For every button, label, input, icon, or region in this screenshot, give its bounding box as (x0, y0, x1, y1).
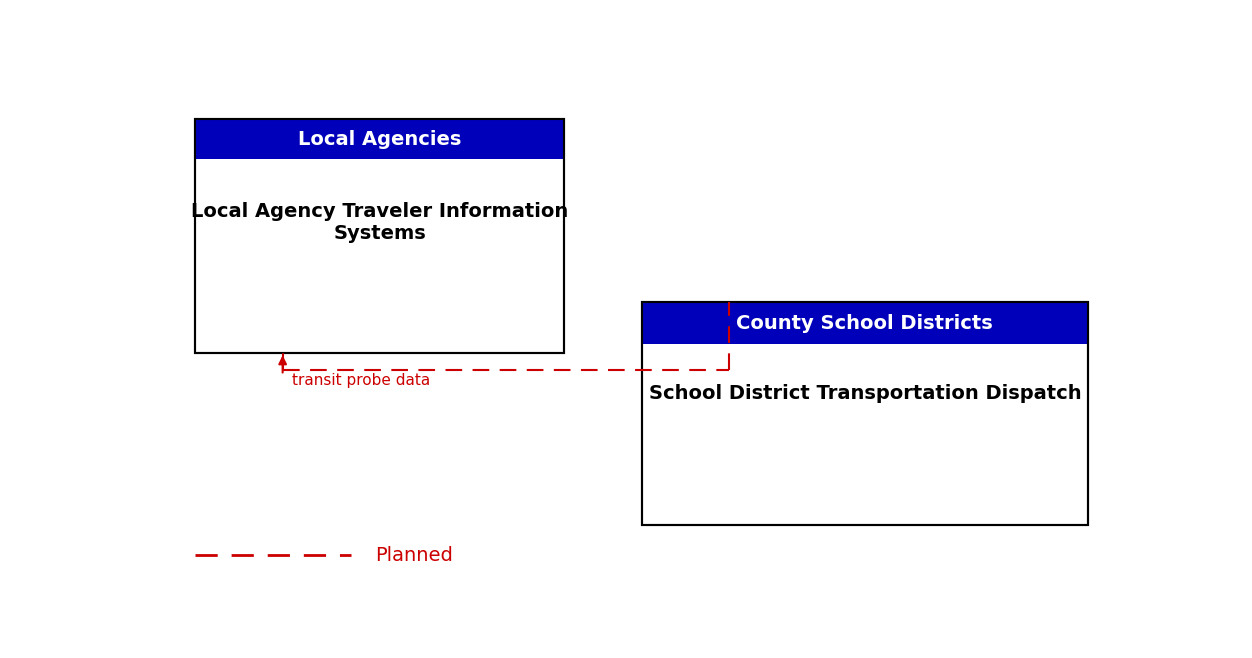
Text: Planned: Planned (374, 545, 453, 565)
Text: transit probe data: transit probe data (292, 373, 431, 388)
Bar (195, 120, 563, 353)
Bar (195, 120, 563, 353)
Bar (195, 120, 563, 159)
Text: County School Districts: County School Districts (736, 314, 993, 332)
Text: Local Agency Traveler Information
Systems: Local Agency Traveler Information System… (192, 201, 568, 243)
Bar (641, 302, 1088, 525)
Bar (641, 302, 1088, 525)
Bar (641, 302, 1088, 344)
Text: Local Agencies: Local Agencies (298, 130, 461, 149)
Text: School District Transportation Dispatch: School District Transportation Dispatch (649, 384, 1082, 403)
